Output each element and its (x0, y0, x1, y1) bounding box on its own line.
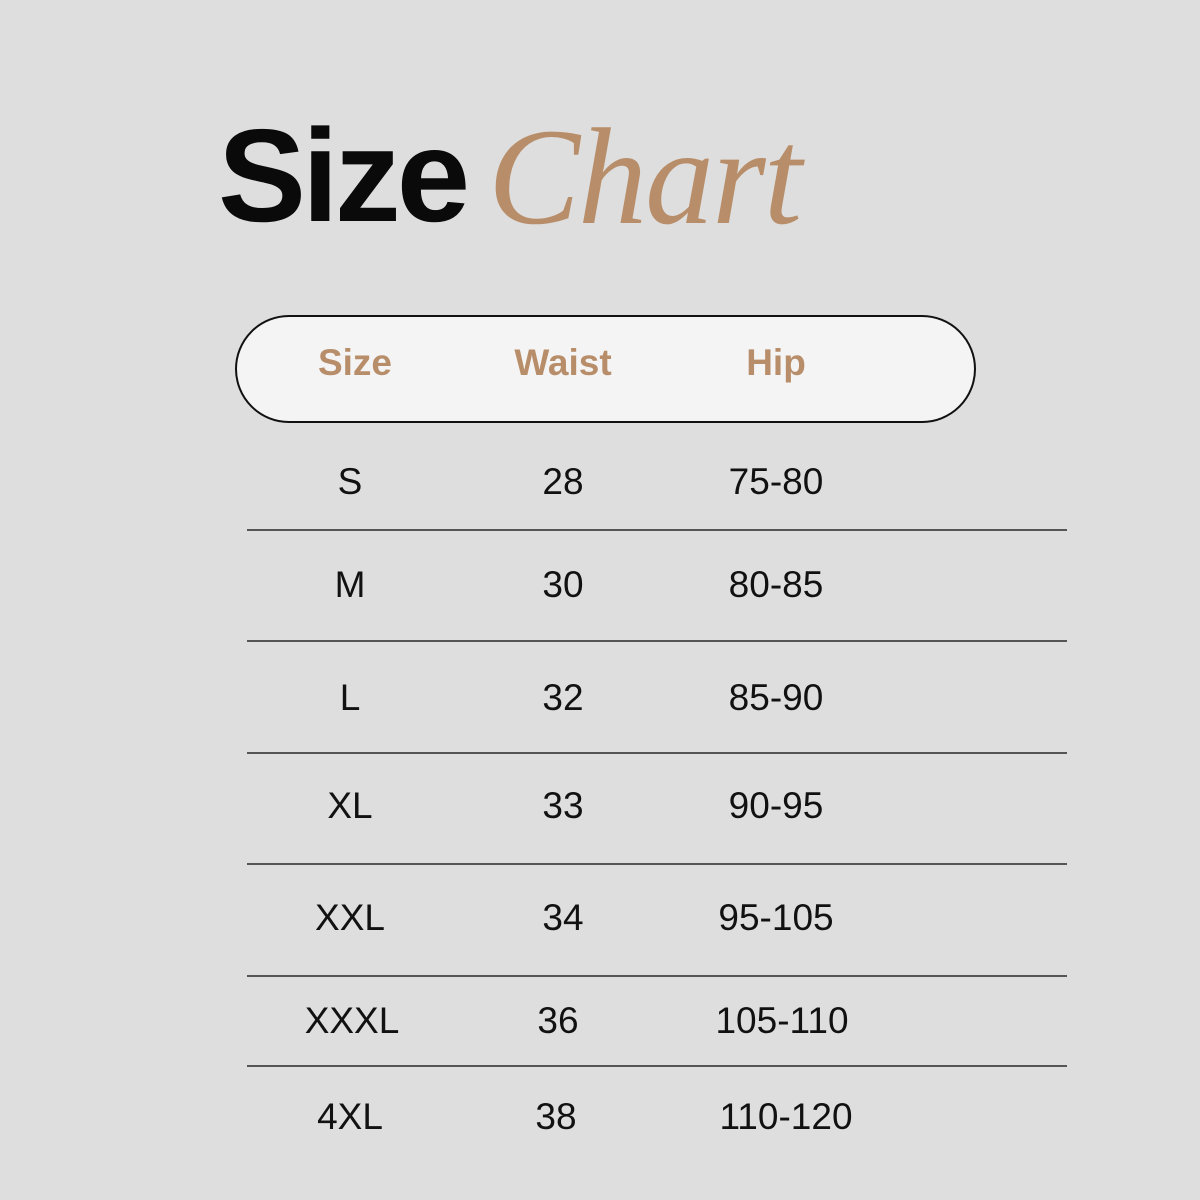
cell-hip: 90-95 (728, 785, 824, 826)
cell-waist: 30 (542, 564, 584, 605)
cell-waist: 32 (542, 677, 584, 718)
table-header (235, 315, 976, 423)
cell-hip: 105-110 (715, 1000, 849, 1041)
title-chart: Chart (488, 100, 802, 253)
cell-hip: 80-85 (728, 564, 824, 605)
cell-waist: 33 (542, 785, 584, 826)
cell-size: S (337, 461, 363, 502)
cell-waist: 34 (542, 897, 584, 938)
header-size: Size (317, 342, 393, 383)
row-divider (247, 863, 1067, 865)
row-divider (247, 640, 1067, 642)
cell-size: M (334, 564, 366, 605)
cell-size: L (339, 677, 361, 718)
cell-hip: 85-90 (728, 677, 824, 718)
cell-waist: 36 (537, 1000, 579, 1041)
cell-size: XL (327, 785, 373, 826)
cell-hip: 110-120 (719, 1096, 853, 1137)
header-hip: Hip (746, 342, 806, 383)
row-divider (247, 752, 1067, 754)
title-size: Size (218, 102, 470, 249)
cell-hip: 75-80 (728, 461, 824, 502)
row-divider (247, 529, 1067, 531)
cell-waist: 38 (535, 1096, 577, 1137)
row-divider (247, 1065, 1067, 1067)
header-waist: Waist (514, 342, 612, 383)
cell-size: XXL (315, 897, 385, 938)
cell-waist: 28 (542, 461, 584, 502)
cell-hip: 95-105 (718, 897, 834, 938)
row-divider (247, 975, 1067, 977)
cell-size: XXXL (304, 1000, 400, 1041)
cell-size: 4XL (317, 1096, 383, 1137)
